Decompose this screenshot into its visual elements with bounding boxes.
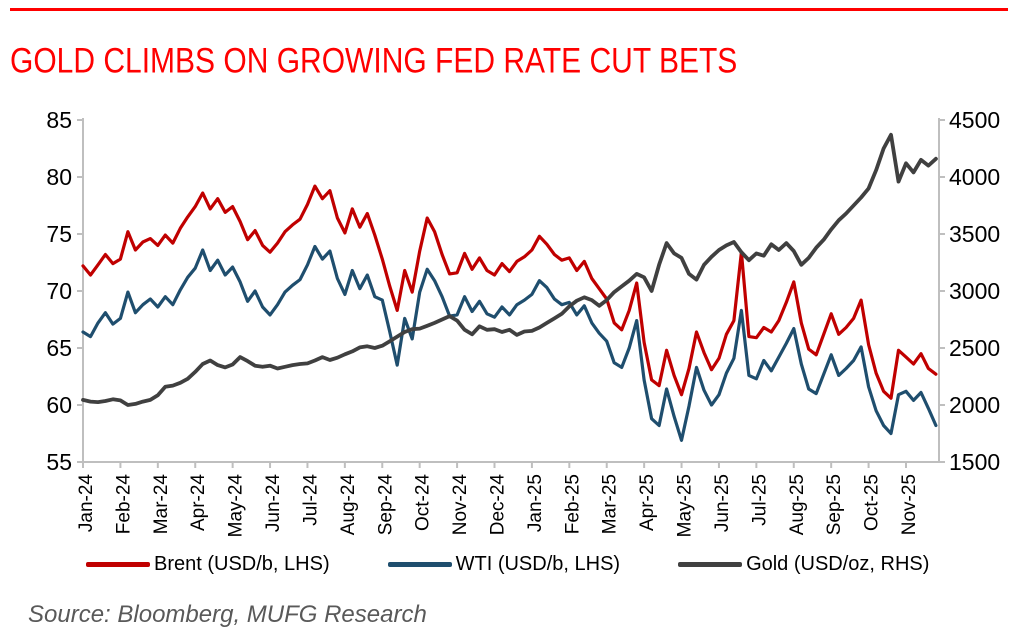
legend-label-gold: Gold (USD/oz, RHS) bbox=[746, 553, 930, 575]
x-axis-month-label: Aug-25 bbox=[787, 474, 808, 535]
left-axis-tick-label: 70 bbox=[46, 278, 72, 304]
right-axis-tick-label: 3500 bbox=[949, 221, 1000, 247]
x-axis-month-label: Jul-24 bbox=[300, 474, 321, 526]
x-axis-month-label: Jun-25 bbox=[712, 474, 733, 532]
source-attribution: Source: Bloomberg, MUFG Research bbox=[28, 601, 427, 628]
wti-line-swatch bbox=[387, 562, 452, 567]
x-axis-month-label: Nov-24 bbox=[450, 474, 471, 536]
left-axis-tick-label: 75 bbox=[46, 221, 72, 247]
left-axis-tick-label: 80 bbox=[46, 164, 72, 190]
price-chart: 55 60 65 70 75 80 85 1500 2000 2500 3000 3500 4000 45… bbox=[46, 107, 1000, 537]
x-axis-month-label: Aug-24 bbox=[338, 474, 359, 536]
x-axis-month-label: Sep-25 bbox=[824, 474, 845, 535]
legend-label-brent: Brent (USD/b, LHS) bbox=[154, 553, 330, 575]
x-axis-month-label: Apr-25 bbox=[637, 474, 658, 531]
x-axis-month-label: Jul-25 bbox=[749, 474, 770, 526]
right-axis-tick-label: 1500 bbox=[949, 449, 1000, 475]
left-axis-tick-label: 60 bbox=[46, 392, 72, 418]
x-axis-month-label: Mar-24 bbox=[151, 474, 172, 535]
x-axis-month-label: Jan-24 bbox=[76, 474, 97, 533]
chart-legend: Brent (USD/b, LHS) WTI (USD/b, LHS) Gold… bbox=[86, 553, 1006, 576]
axes bbox=[77, 118, 945, 468]
left-axis-tick-label: 55 bbox=[46, 449, 72, 475]
x-axis-month-label: Apr-24 bbox=[188, 474, 209, 531]
legend-label-wti: WTI (USD/b, LHS) bbox=[455, 553, 621, 575]
x-axis-month-label: May-25 bbox=[675, 474, 696, 537]
x-axis-month-label: Jan-25 bbox=[525, 474, 546, 532]
right-axis-tick-label: 2000 bbox=[949, 392, 1000, 418]
top-accent-rule bbox=[10, 8, 1008, 11]
page-title: GOLD CLIMBS ON GROWING FED RATE CUT BETS bbox=[10, 42, 738, 81]
x-axis-month-label: Oct-24 bbox=[413, 474, 434, 531]
left-axis-tick-label: 85 bbox=[46, 107, 72, 133]
legend-item-wti: WTI (USD/b, LHS) bbox=[387, 553, 621, 576]
x-axis-month-label: Oct-25 bbox=[862, 474, 883, 531]
right-axis-tick-label: 4500 bbox=[949, 107, 1000, 133]
x-axis-month-label: Nov-25 bbox=[899, 474, 920, 535]
x-axis-month-label: Feb-25 bbox=[562, 474, 583, 534]
right-axis-tick-label: 2500 bbox=[949, 335, 1000, 361]
tick-labels: 55 60 65 70 75 80 85 1500 2000 2500 3000 3500 4000 45… bbox=[46, 107, 1000, 537]
brent-line-swatch bbox=[86, 562, 150, 567]
x-axis-month-label: Mar-25 bbox=[600, 474, 621, 534]
gold-line-swatch bbox=[678, 562, 743, 567]
left-axis-tick-label: 65 bbox=[46, 335, 72, 361]
wti-price-line bbox=[81, 244, 938, 442]
right-axis-tick-label: 3000 bbox=[949, 278, 1000, 304]
x-axis-month-label: Feb-24 bbox=[113, 474, 134, 535]
x-axis-month-label: Dec-24 bbox=[488, 474, 509, 536]
x-axis-month-label: May-24 bbox=[226, 474, 247, 538]
brent-price-line bbox=[81, 184, 938, 400]
x-axis-month-label: Sep-24 bbox=[375, 474, 396, 536]
gold-price-line bbox=[81, 132, 938, 407]
legend-item-brent: Brent (USD/b, LHS) bbox=[86, 553, 330, 576]
x-axis-month-label: Jun-24 bbox=[263, 474, 284, 533]
legend-item-gold: Gold (USD/oz, RHS) bbox=[678, 553, 929, 576]
right-axis-tick-label: 4000 bbox=[949, 164, 1000, 190]
